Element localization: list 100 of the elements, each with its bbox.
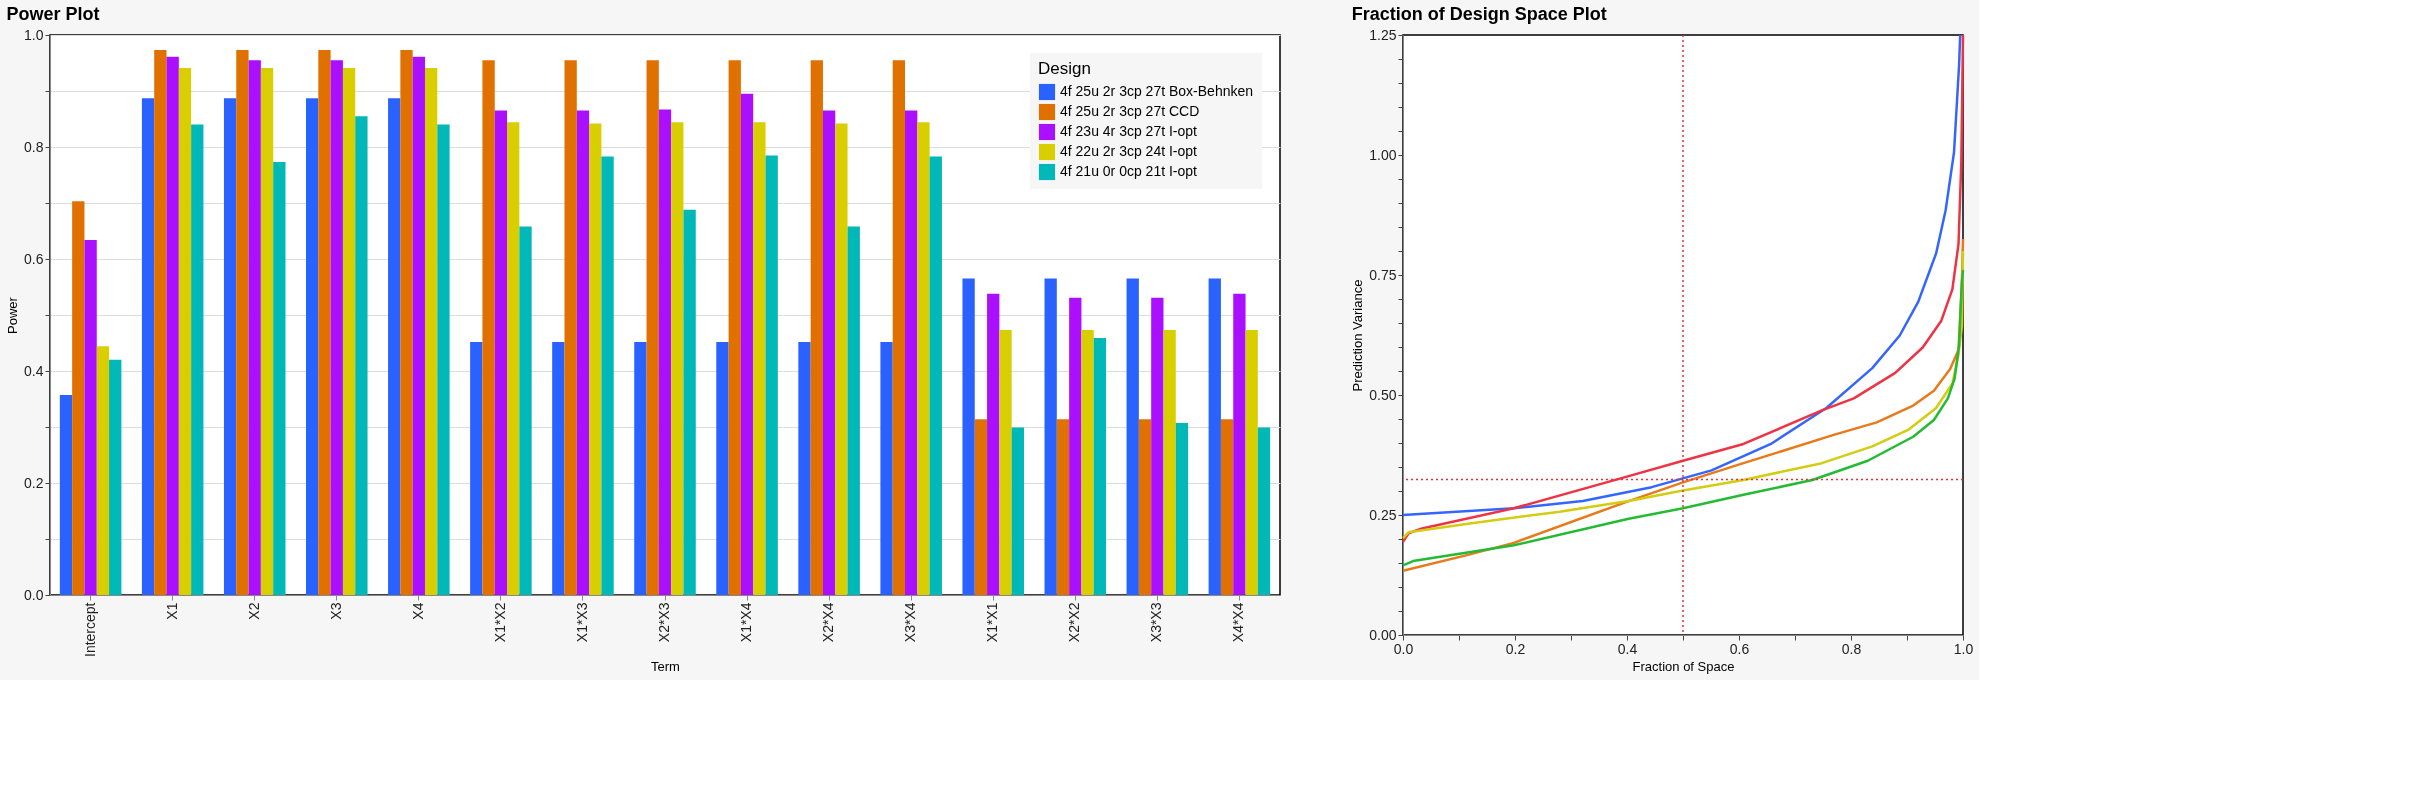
chart-title: Power Plot — [6, 4, 100, 24]
bar — [437, 124, 450, 595]
bar — [223, 98, 237, 595]
bar — [917, 122, 930, 595]
bar — [400, 50, 413, 595]
bar — [999, 330, 1012, 595]
x-tick-label: X3*X4 — [902, 602, 919, 643]
bar — [634, 341, 647, 595]
bar — [306, 98, 319, 595]
bar — [412, 56, 425, 595]
y-tick-label: 1.0 — [24, 26, 44, 43]
bar — [765, 155, 778, 595]
bar — [1093, 337, 1107, 595]
bar — [178, 68, 192, 595]
bar — [1081, 330, 1094, 595]
y-tick-label: 0.75 — [1369, 266, 1397, 283]
x-tick-label: X2*X3 — [656, 602, 672, 643]
x-tick-label: X1*X4 — [738, 602, 755, 643]
y-tick-label: 1.25 — [1369, 26, 1397, 43]
bar — [892, 60, 906, 595]
x-tick-label: 0.0 — [1393, 640, 1414, 657]
bar — [753, 122, 766, 595]
bar — [166, 56, 179, 595]
bar — [519, 226, 532, 595]
bar — [576, 110, 590, 595]
bar — [1126, 278, 1139, 595]
y-tick-label: 0.00 — [1369, 626, 1397, 643]
bar — [318, 50, 331, 595]
legend-label: 4f 21u 0r 0cp 21t I-opt — [1060, 163, 1198, 179]
bar — [601, 156, 614, 595]
bar — [929, 156, 942, 595]
bar — [905, 110, 918, 595]
bar — [974, 419, 988, 595]
x-tick-label: X2*X4 — [820, 602, 837, 643]
x-tick-label: X1*X1 — [984, 602, 1001, 643]
x-axis-title: Fraction of Space — [1632, 658, 1735, 674]
bar — [273, 162, 286, 595]
bar — [96, 346, 110, 595]
bar — [109, 359, 122, 595]
bar — [260, 68, 274, 595]
legend-label: 4f 25u 2r 3cp 27t CCD — [1060, 103, 1200, 119]
bar — [141, 98, 155, 595]
y-tick-label: 0.4 — [24, 362, 44, 379]
bar — [154, 50, 167, 595]
x-tick-label: 0.2 — [1505, 640, 1526, 657]
bar — [59, 395, 73, 595]
y-tick-label: 0.8 — [24, 138, 44, 155]
bar — [494, 110, 508, 595]
bar — [1220, 419, 1234, 595]
bar — [728, 60, 741, 595]
y-axis-title: Power — [5, 296, 21, 334]
chart-title: Fraction of Design Space Plot — [1351, 4, 1607, 24]
bar — [236, 50, 249, 595]
bar — [1138, 419, 1152, 595]
bar — [683, 209, 696, 595]
x-tick-label: 0.4 — [1617, 640, 1638, 657]
x-tick-label: X2 — [245, 602, 262, 620]
x-tick-label: X4 — [409, 602, 426, 620]
bar — [355, 116, 368, 595]
bar — [658, 109, 672, 595]
x-tick-label: Intercept — [81, 602, 98, 657]
bar — [1163, 330, 1176, 595]
bar — [552, 341, 565, 595]
bar — [798, 341, 811, 595]
bar — [1245, 330, 1258, 595]
bar — [424, 68, 438, 595]
bar — [962, 278, 975, 595]
x-tick-label: X1*X3 — [573, 602, 590, 643]
bar — [1175, 423, 1189, 595]
y-tick-label: 1.00 — [1369, 146, 1397, 163]
x-tick-label: 1.0 — [1953, 640, 1974, 657]
bar — [1011, 427, 1024, 595]
legend-label: 4f 25u 2r 3cp 27t Box-Behnken — [1060, 83, 1254, 99]
bar — [72, 201, 85, 595]
legend-label: 4f 22u 2r 3cp 24t I-opt — [1060, 143, 1198, 159]
y-tick-label: 0.2 — [24, 474, 44, 491]
x-tick-label: 0.8 — [1841, 640, 1862, 657]
x-tick-label: X3 — [327, 602, 344, 620]
bar — [987, 293, 1000, 595]
bar — [740, 93, 754, 595]
bar — [1233, 293, 1246, 595]
bar — [388, 98, 401, 595]
bar — [470, 341, 483, 595]
legend-label: 4f 23u 4r 3cp 27t I-opt — [1060, 123, 1198, 139]
bar — [835, 123, 848, 595]
bar — [1056, 419, 1070, 595]
x-tick-label: X4*X4 — [1230, 602, 1247, 643]
bar — [810, 60, 823, 595]
bar — [84, 239, 97, 595]
x-tick-label: 0.6 — [1729, 640, 1750, 657]
legend-title: Design — [1038, 59, 1091, 78]
bar — [880, 341, 893, 595]
x-axis-title: Term — [651, 658, 680, 674]
bar — [822, 110, 836, 595]
y-axis-title: Prediction Variance — [1350, 279, 1366, 392]
bar — [1044, 278, 1057, 595]
bar — [564, 60, 577, 595]
bar — [248, 60, 261, 595]
bar — [589, 123, 602, 595]
bar — [847, 226, 860, 595]
